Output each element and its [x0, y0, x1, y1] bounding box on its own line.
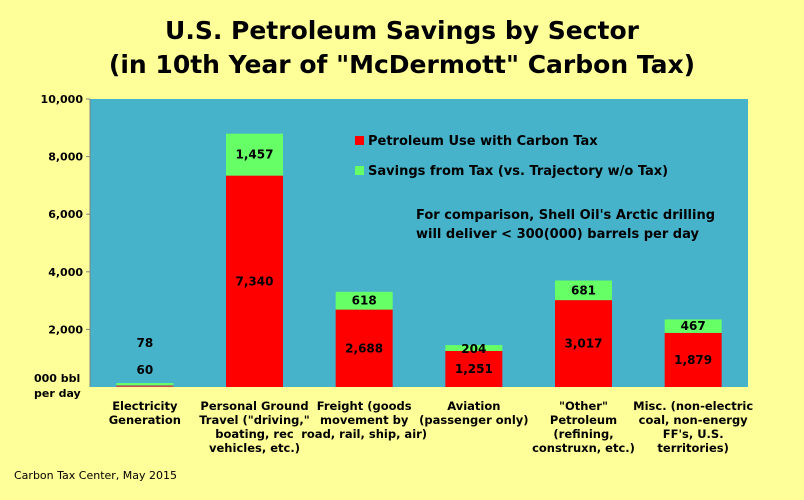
- data-label-savings: 78: [136, 336, 153, 350]
- y-axis-label-line2: per day: [34, 387, 81, 400]
- category-label: Petroleum: [550, 413, 617, 427]
- annotation-line1: For comparison, Shell Oil's Arctic drill…: [416, 208, 715, 223]
- y-tick-label: 10,000: [41, 93, 84, 106]
- category-label: vehicles, etc.): [209, 441, 300, 455]
- bar-use-1: [226, 175, 283, 387]
- y-axis-label-line1: 000 bbl: [34, 372, 80, 385]
- y-tick-label: 6,000: [48, 208, 83, 221]
- category-label: boating, rec: [215, 427, 294, 441]
- plot-area: [90, 99, 748, 387]
- category-label: Freight (goods: [317, 399, 412, 413]
- bar-use-2: [335, 309, 393, 387]
- annotation-line2: will deliver < 300(000) barrels per day: [416, 227, 699, 242]
- bar-savings-3: [445, 345, 503, 351]
- data-label-use: 3,017: [565, 337, 603, 351]
- y-tick-label: 4,000: [48, 266, 83, 279]
- bar-use-3: [445, 350, 503, 387]
- category-label: Misc. (non-electric: [633, 399, 753, 413]
- data-label-use: 1,879: [674, 353, 712, 367]
- bar-use-0: [116, 385, 174, 387]
- category-label: FF's, U.S.: [663, 427, 724, 441]
- bar-savings-4: [555, 280, 612, 301]
- category-label: coal, non-energy: [639, 413, 749, 427]
- category-label: Personal Ground: [200, 399, 308, 413]
- category-label: construxn, etc.): [532, 441, 635, 455]
- data-label-use: 2,688: [345, 341, 383, 355]
- category-label: Generation: [109, 413, 181, 427]
- data-label-savings: 618: [352, 294, 377, 308]
- bar-savings-0: [116, 383, 174, 386]
- category-label: "Other": [559, 399, 608, 413]
- category-label: movement by: [320, 413, 409, 427]
- bar-savings-5: [664, 319, 722, 333]
- data-label-use: 60: [136, 363, 153, 377]
- data-label-use: 7,340: [236, 274, 274, 288]
- data-label-use: 1,251: [455, 362, 493, 376]
- bar-use-4: [555, 300, 612, 387]
- legend-swatch-use: [355, 136, 364, 145]
- chart-title-line2: (in 10th Year of "McDermott" Carbon Tax): [108, 50, 696, 79]
- data-label-savings: 204: [461, 342, 486, 356]
- y-tick-label: 2,000: [48, 323, 83, 336]
- y-tick-label: 8,000: [48, 151, 83, 164]
- data-label-savings: 1,457: [236, 148, 274, 162]
- bar-savings-2: [335, 291, 393, 310]
- category-label: Aviation: [447, 399, 500, 413]
- bar-use-5: [664, 332, 722, 387]
- category-label: Travel ("driving,": [199, 413, 310, 427]
- data-label-savings: 681: [571, 283, 596, 297]
- category-label: territories): [657, 441, 729, 455]
- legend-label-use: Petroleum Use with Carbon Tax: [368, 134, 598, 149]
- category-label: (passenger only): [419, 413, 528, 427]
- legend-label-savings: Savings from Tax (vs. Trajectory w/o Tax…: [368, 164, 668, 179]
- category-label: (refining,: [553, 427, 613, 441]
- chart-title: U.S. Petroleum Savings by Sector (in 10t…: [0, 14, 804, 82]
- bar-savings-1: [226, 133, 283, 176]
- source-credit: Carbon Tax Center, May 2015: [14, 469, 178, 482]
- legend-swatch-savings: [355, 166, 364, 175]
- chart-title-line1: U.S. Petroleum Savings by Sector: [165, 16, 639, 45]
- category-label: Electricity: [112, 399, 178, 413]
- data-label-savings: 467: [681, 319, 706, 333]
- category-label: road, rail, ship, air): [301, 427, 427, 441]
